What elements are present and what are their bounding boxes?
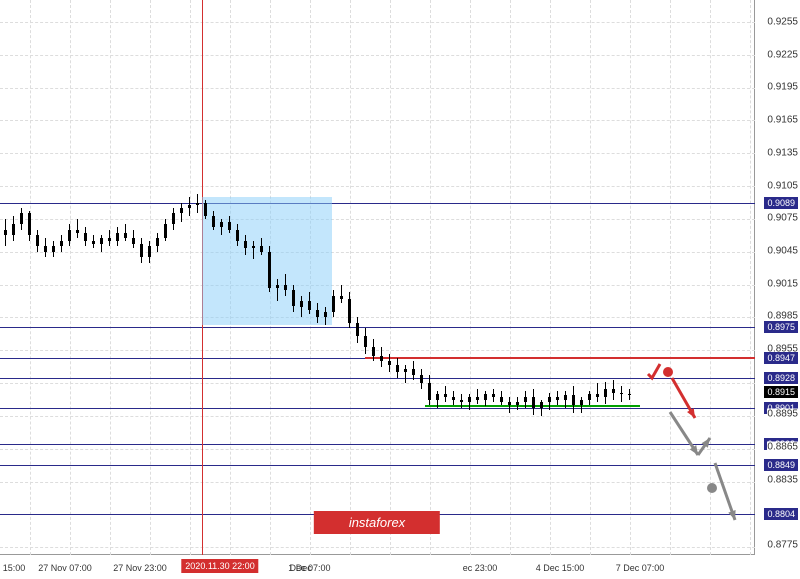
- y-axis-label: 0.9105: [767, 181, 798, 192]
- y-axis-label: 0.9075: [767, 213, 798, 224]
- x-axis-label: 7 Dec 07:00: [616, 563, 665, 573]
- x-axis-label: 4 Dec 15:00: [536, 563, 585, 573]
- y-axis-label: 0.8947: [764, 352, 798, 364]
- x-axis-label: 2020.11.30 22:00: [181, 559, 258, 573]
- x-axis-label: 27 Nov 23:00: [113, 563, 167, 573]
- watermark: instaforex: [314, 511, 440, 534]
- y-axis-label: 0.8928: [764, 372, 798, 384]
- y-axis-label: 0.9255: [767, 17, 798, 28]
- y-axis-label: 0.9015: [767, 279, 798, 290]
- y-axis-label: 0.8849: [764, 459, 798, 471]
- y-axis-label: 0.8915: [764, 386, 798, 398]
- y-axis-label: 0.9135: [767, 148, 798, 159]
- y-axis-label: 0.9089: [764, 197, 798, 209]
- arrows-overlay: [0, 0, 755, 555]
- x-axis-label: Dec 07:00: [289, 563, 330, 573]
- x-axis: 15:00 27 Nov 07:00 27 Nov 23:00 2020.11.30 …: [0, 555, 755, 579]
- y-axis-label: 0.9195: [767, 82, 798, 93]
- y-axis-label: 0.8985: [767, 311, 798, 322]
- y-axis-label: 0.9225: [767, 50, 798, 61]
- y-axis-label: 0.8775: [767, 540, 798, 551]
- x-axis-label: 27 Nov 07:00: [38, 563, 92, 573]
- chart-container: instaforex 0.9255 0.9225 0.9195 0.9165 0.913…: [0, 0, 800, 579]
- y-axis-label: 0.8865: [767, 442, 798, 453]
- plot-area: instaforex: [0, 0, 755, 555]
- x-axis-label: 15:00: [3, 563, 26, 573]
- y-axis-label: 0.8895: [767, 409, 798, 420]
- y-axis-label: 0.9165: [767, 115, 798, 126]
- y-axis-label: 0.9045: [767, 246, 798, 257]
- x-axis-label: ec 23:00: [463, 563, 498, 573]
- y-axis-label: 0.8835: [767, 475, 798, 486]
- y-axis-label: 0.8804: [764, 508, 798, 520]
- y-axis-label: 0.8975: [764, 321, 798, 333]
- y-axis: 0.9255 0.9225 0.9195 0.9165 0.9135 0.9105 0.90…: [755, 0, 800, 555]
